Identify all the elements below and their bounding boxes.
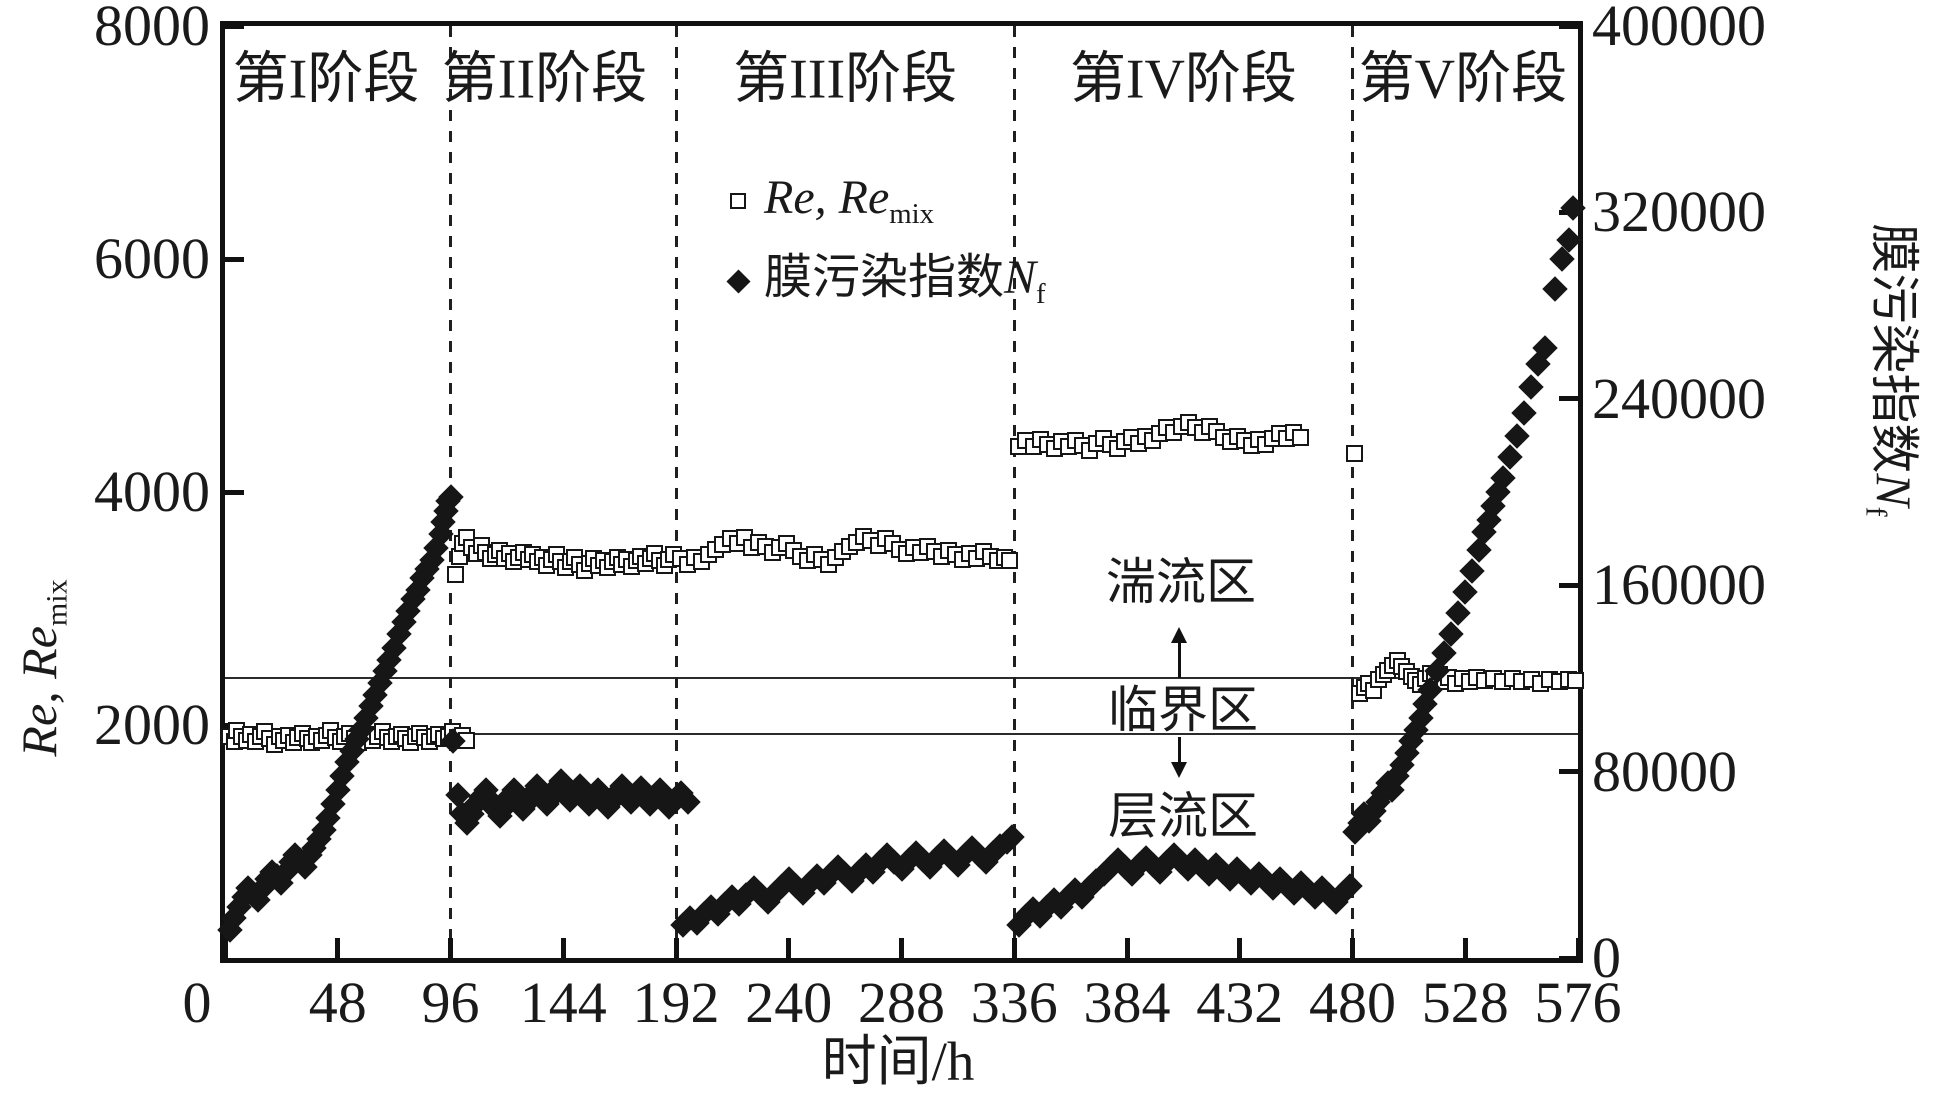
right-axis-tick-label: 400000 xyxy=(1592,0,1766,58)
x-tick-label: 288 xyxy=(858,970,945,1035)
right-axis-tick xyxy=(1559,582,1578,588)
right-axis-tick-label: 0 xyxy=(1592,925,1621,990)
zone-reference-line xyxy=(225,733,1578,736)
right-axis-title-italic: N xyxy=(1865,473,1922,507)
legend-label-re-main: Re, Re xyxy=(764,170,890,224)
legend-label-nf-main: 膜污染指数 xyxy=(764,250,1005,304)
right-axis-tick xyxy=(1559,23,1578,29)
left-axis-tick-label: 8000 xyxy=(94,0,210,58)
zone-label-turbulent: 湍流区 xyxy=(1106,554,1256,610)
right-axis-tick-label: 320000 xyxy=(1592,179,1766,245)
left-axis-tick xyxy=(225,489,244,495)
stage-boundary-line xyxy=(674,26,678,958)
legend-label-nf: 膜污染指数Nf xyxy=(764,250,1046,310)
x-tick-label: 528 xyxy=(1421,970,1509,1035)
x-tick xyxy=(560,938,566,958)
x-tick-label: 0 xyxy=(182,970,212,1035)
right-axis-tick xyxy=(1559,396,1578,402)
x-axis-title: 时间/h xyxy=(821,1031,975,1092)
stage-boundary-line xyxy=(1012,26,1016,958)
left-axis-tick xyxy=(225,256,244,262)
legend-marker-box xyxy=(712,268,764,294)
up-arrow-head-icon xyxy=(1171,627,1187,643)
x-tick xyxy=(1011,938,1017,958)
down-arrow-head-icon xyxy=(1171,762,1187,778)
down-arrow-icon xyxy=(1178,737,1181,763)
x-tick xyxy=(222,938,228,958)
legend: Re, Remix 膜污染指数Nf xyxy=(712,168,1046,328)
x-tick xyxy=(786,938,792,958)
x-tick xyxy=(1575,938,1581,958)
x-tick-label: 432 xyxy=(1196,970,1284,1035)
right-axis-title-main: 膜污染指数 xyxy=(1865,223,1922,474)
zone-reference-line xyxy=(225,677,1578,680)
right-axis-tick-label: 80000 xyxy=(1592,738,1737,804)
stage-boundary-line xyxy=(1351,26,1354,958)
stage-label: 第III阶段 xyxy=(733,48,958,111)
x-tick xyxy=(899,938,904,958)
square-marker-icon xyxy=(730,193,746,209)
x-tick-label: 336 xyxy=(970,970,1058,1035)
left-axis-tick-label: 4000 xyxy=(94,459,210,524)
x-tick xyxy=(673,938,679,958)
data-point-square xyxy=(1346,445,1364,463)
data-point-square xyxy=(1567,672,1585,690)
stage-label: 第V阶段 xyxy=(1358,48,1568,111)
x-tick-label: 144 xyxy=(519,970,607,1035)
left-axis-tick-label: 6000 xyxy=(94,226,210,291)
x-tick-label: 384 xyxy=(1083,970,1171,1035)
legend-label-re: Re, Remix xyxy=(764,170,935,230)
right-axis-tick xyxy=(1559,955,1578,961)
right-axis-tick-label: 240000 xyxy=(1592,365,1766,431)
legend-label-nf-sub: f xyxy=(1036,277,1046,310)
stage-label: 第IV阶段 xyxy=(1069,48,1297,111)
left-axis-title-sub: mix xyxy=(40,579,74,627)
right-axis-tick xyxy=(1559,769,1578,775)
x-tick-label: 240 xyxy=(745,970,833,1035)
x-tick xyxy=(448,938,453,958)
stage-label: 第II阶段 xyxy=(441,48,648,111)
zone-label-critical: 临界区 xyxy=(1108,682,1258,738)
up-arrow-icon xyxy=(1178,641,1181,678)
legend-label-nf-italic: N xyxy=(1004,250,1037,304)
x-tick-label: 48 xyxy=(308,970,367,1035)
right-axis-title: 膜污染指数Nf xyxy=(1858,223,1934,516)
left-axis-title-main: Re, Re xyxy=(10,626,67,757)
right-axis-tick-label: 160000 xyxy=(1592,552,1766,618)
left-axis-title: Re, Remix xyxy=(10,579,75,756)
diamond-marker-icon xyxy=(725,268,751,294)
x-tick xyxy=(1350,938,1355,958)
legend-label-re-sub: mix xyxy=(889,197,935,230)
data-point-square xyxy=(1001,552,1019,570)
x-tick xyxy=(335,938,341,958)
stage-label: 第I阶段 xyxy=(232,48,420,111)
right-axis-title-sub: f xyxy=(1859,506,1893,517)
legend-item-nf: 膜污染指数Nf xyxy=(712,248,1046,314)
left-axis-tick xyxy=(225,23,244,29)
data-point-square xyxy=(446,566,464,584)
legend-marker-box xyxy=(712,193,764,209)
x-tick-label: 576 xyxy=(1534,970,1622,1035)
x-tick xyxy=(1462,938,1468,958)
x-tick xyxy=(1124,938,1130,958)
legend-item-re: Re, Remix xyxy=(712,168,1046,234)
zone-label-laminar: 层流区 xyxy=(1108,788,1258,844)
x-tick-label: 480 xyxy=(1309,970,1396,1035)
x-tick xyxy=(1237,938,1243,958)
plot-area xyxy=(220,21,1583,963)
x-tick-label: 192 xyxy=(632,970,720,1035)
left-axis-tick-label: 2000 xyxy=(94,692,210,757)
data-point-square xyxy=(1292,428,1310,446)
x-tick-label: 96 xyxy=(421,970,480,1035)
